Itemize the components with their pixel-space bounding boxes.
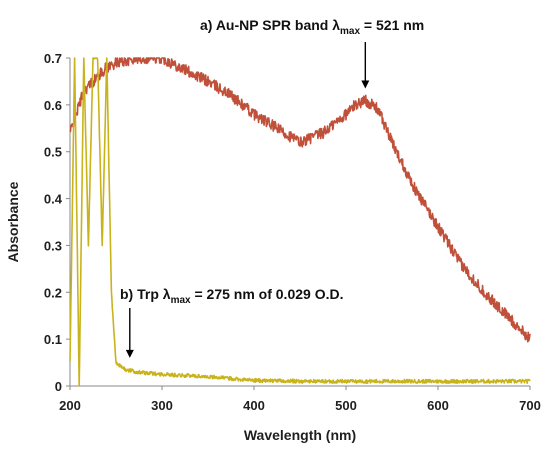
annotation-trp-text: b) Trp λmax = 275 nm of 0.029 O.D.: [120, 286, 343, 306]
tick-group: 200 300 400 500 600 700 0 0.1 0.2 0.3 0.4 0.5 0.6 0.7: [44, 51, 541, 413]
annotation-trp-sub: max: [171, 295, 191, 306]
series-line-trp: [69, 57, 531, 387]
axes: [69, 58, 530, 387]
annotation-trp-prefix: b) Trp λ: [120, 286, 171, 302]
series-line-au-np: [69, 57, 531, 343]
annotation-au-np-sub: max: [340, 26, 360, 37]
x-tick-label: 400: [243, 398, 265, 413]
y-tick-label: 0.1: [44, 332, 62, 347]
x-tick-label: 300: [151, 398, 173, 413]
y-tick-label: 0.7: [44, 51, 62, 66]
x-tick-label: 200: [59, 398, 81, 413]
y-tick-label: 0.4: [44, 192, 63, 207]
annotation-trp: b) Trp λmax = 275 nm of 0.029 O.D.: [120, 286, 343, 358]
annotation-au-np-suffix: = 521 nm: [360, 17, 424, 33]
x-tick-label: 600: [427, 398, 449, 413]
annotation-au-np-prefix: a) Au-NP SPR band λ: [200, 17, 340, 33]
x-tick-label: 700: [519, 398, 541, 413]
arrowhead-trp: [125, 349, 134, 358]
y-axis-label: Absorbance: [5, 181, 21, 262]
y-tick-label: 0: [55, 379, 62, 394]
y-tick-label: 0.3: [44, 238, 62, 253]
arrowhead-au-np: [361, 80, 370, 89]
y-tick-label: 0.6: [44, 98, 62, 113]
series-group: [69, 57, 531, 387]
y-tick-label: 0.2: [44, 285, 62, 300]
annotation-au-np: a) Au-NP SPR band λmax = 521 nm: [200, 17, 424, 89]
y-tick-label: 0.5: [44, 145, 62, 160]
annotation-trp-suffix: = 275 nm of 0.029 O.D.: [191, 286, 344, 302]
x-axis-label: Wavelength (nm): [244, 427, 356, 443]
annotation-au-np-text: a) Au-NP SPR band λmax = 521 nm: [200, 17, 424, 37]
x-tick-label: 500: [335, 398, 357, 413]
